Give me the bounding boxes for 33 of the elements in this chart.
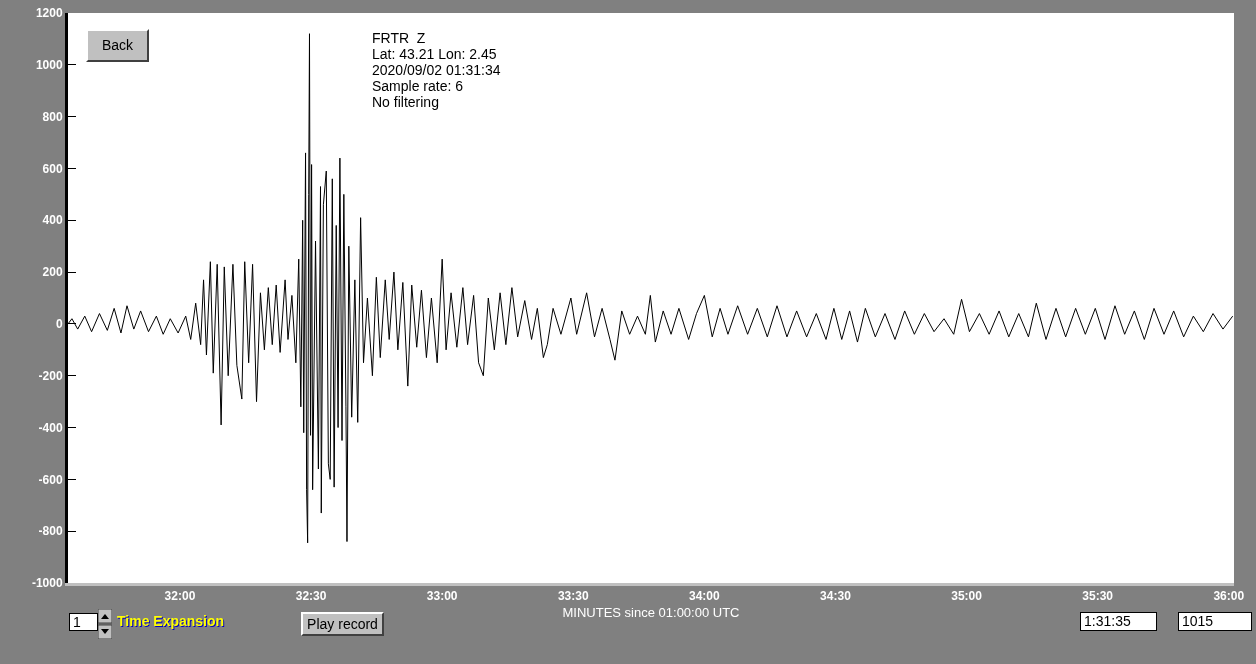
back-button: Back	[86, 29, 149, 62]
annotation: Sample rate: 6	[372, 78, 465, 94]
y-tick-label: 200	[42, 265, 63, 280]
x-tick-label: 35:00	[951, 589, 983, 604]
y-tick-label: 0	[55, 317, 63, 332]
y-tick-label: 600	[42, 161, 63, 176]
y-tick-label: 1000	[35, 58, 63, 73]
y-tick-label: -800	[38, 524, 63, 539]
play-button: Play record	[301, 612, 384, 636]
annotation: FRTR Z	[372, 30, 427, 46]
x-tick-label: 33:30	[557, 589, 589, 604]
x-tick-label: 33:00	[426, 589, 458, 604]
x-tick-label: 35:30	[1082, 589, 1114, 604]
number-field: 1	[69, 613, 98, 631]
x-axis-title: MINUTES since 01:00:00 UTC	[562, 605, 740, 620]
y-tick-label: -400	[38, 420, 63, 435]
y-tick-label: 400	[42, 213, 63, 228]
x-tick-label: 34:30	[820, 589, 852, 604]
annotation: 2020/09/02 01:31:34	[372, 62, 501, 78]
count-field: 1015	[1178, 612, 1252, 631]
y-tick-label: 1200	[35, 6, 63, 21]
x-tick-label: 32:30	[295, 589, 327, 604]
x-tick-label: 34:00	[689, 589, 721, 604]
y-tick-label: -600	[38, 472, 63, 487]
x-tick-label: 32:00	[164, 589, 196, 604]
annotation: No filtering	[372, 94, 440, 110]
y-tick-label: -1000	[31, 576, 63, 591]
y-tick-label: -200	[38, 368, 63, 383]
x-tick-label: 36:00	[1213, 589, 1245, 604]
time-field: 1:31:35	[1080, 612, 1157, 631]
y-tick-label: 800	[42, 109, 63, 124]
text: Time Expansion	[117, 613, 225, 629]
annotation: Lat: 43.21 Lon: 2.45	[372, 46, 498, 62]
